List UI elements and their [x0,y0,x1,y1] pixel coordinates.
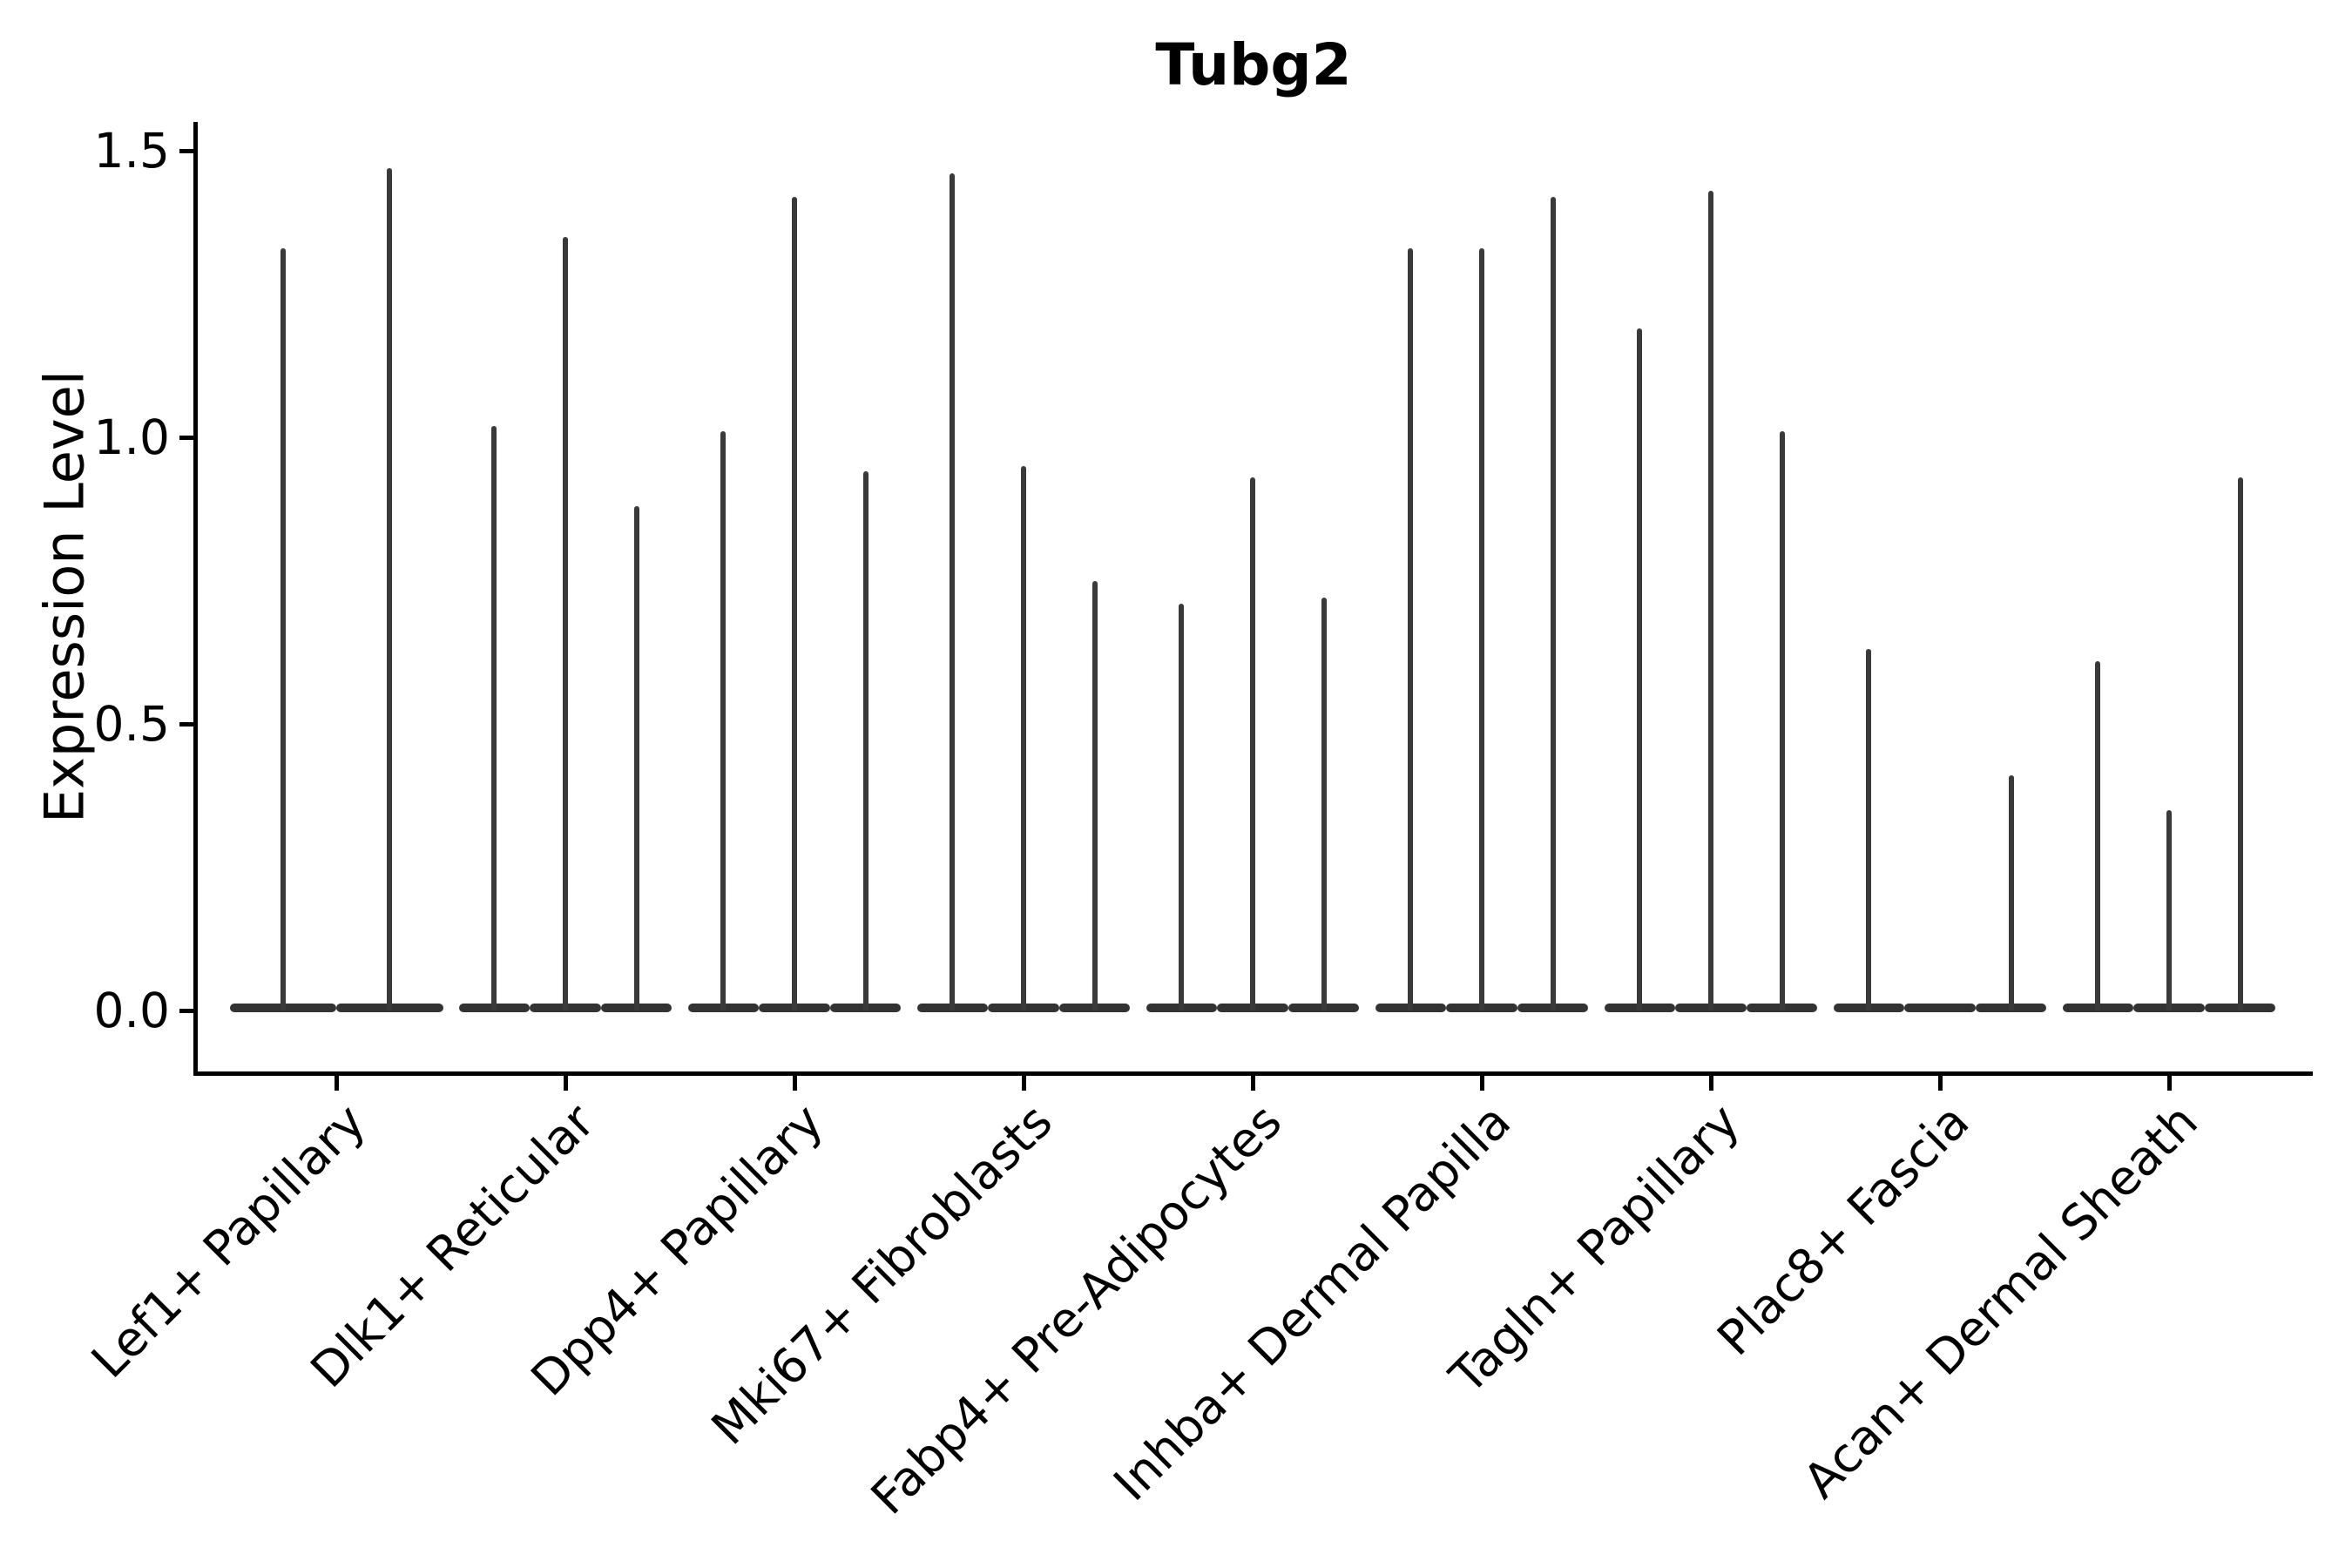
y-tick-label: 1.5 [93,123,170,179]
violin-spike [1179,603,1185,1010]
violin-spike [491,425,497,1010]
violin-spike [1708,191,1713,1010]
violin-spike [2095,660,2101,1010]
violin-spike [1866,649,1872,1010]
x-tick-mark [563,1076,568,1091]
x-tick-mark [334,1076,339,1091]
violin-spike [1637,328,1643,1010]
x-tick-label: Inhba+ Dermal Papilla [1103,1093,1522,1512]
x-tick-mark [2166,1076,2172,1091]
y-tick-label: 0.5 [93,696,170,752]
violin-spike [1321,598,1327,1010]
y-tick-mark [179,1008,193,1013]
violin-spike [1092,580,1098,1010]
violin-spike [563,236,568,1010]
y-tick-label: 0.0 [93,983,170,1038]
y-tick-mark [179,148,193,153]
violin-spike [1021,465,1026,1010]
x-tick-mark [1250,1076,1255,1091]
violin-spike [1250,477,1255,1010]
y-axis-spine [193,122,198,1076]
x-tick-mark [1021,1076,1026,1091]
violin-spike [387,167,393,1010]
violin-spike [720,431,727,1010]
x-axis-spine [193,1071,2313,1076]
x-tick-label: Acan+ Dermal Sheath [1793,1093,2209,1510]
x-tick-mark [792,1076,797,1091]
violin-spike [2237,477,2243,1010]
violin-spike [2008,775,2014,1010]
y-tick-label: 1.0 [93,409,170,465]
y-tick-mark [179,721,193,727]
violin-spike [1779,431,1785,1010]
violin-spike [950,173,956,1010]
violin-spike [633,505,639,1010]
violin-spike [280,247,286,1010]
violin-spike [1479,247,1484,1010]
violin-spike [2166,809,2172,1010]
violin-spike [1550,196,1556,1010]
y-tick-mark [179,435,193,440]
violin-base [1904,1004,1976,1012]
violin-spike [1408,247,1414,1010]
x-tick-label: Fabp4+ Pre-Adipocytes [860,1093,1293,1525]
violin-spike [862,471,868,1010]
x-tick-mark [1937,1076,1943,1091]
x-tick-mark [1479,1076,1484,1091]
x-tick-mark [1708,1076,1713,1091]
violin-spike [792,196,797,1010]
plot-title: Tubg2 [1155,31,1352,98]
